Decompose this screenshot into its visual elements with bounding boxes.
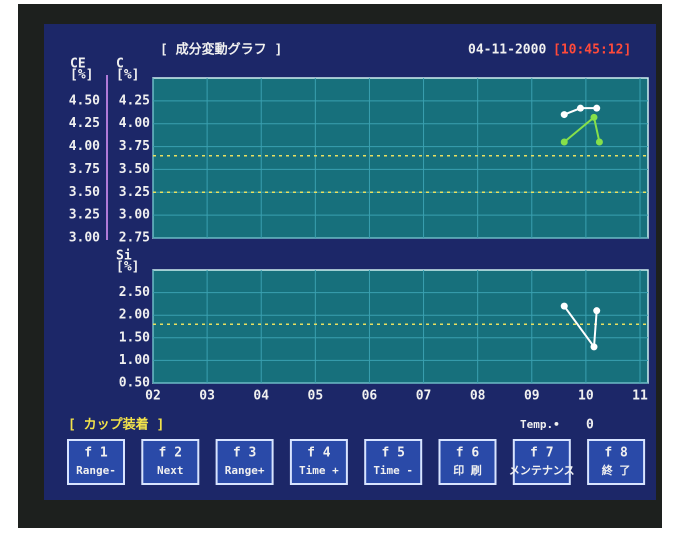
key-number: f 6 — [456, 446, 480, 461]
y-tick-label: 3.50 — [119, 162, 150, 177]
function-key[interactable]: f 1 Range- — [67, 439, 125, 485]
x-tick-label: 02 — [145, 389, 161, 404]
y-tick-label: 3.00 — [119, 208, 150, 223]
data-point — [560, 111, 568, 119]
date: 04-11-2000 — [468, 43, 546, 58]
key-number: f 5 — [381, 446, 404, 461]
key-frame[interactable] — [587, 439, 646, 485]
y-tick-label: 2.00 — [119, 308, 150, 323]
key-label: Time - — [373, 464, 413, 477]
temp-label: Temp.• — [520, 418, 560, 431]
key-number: f 1 — [84, 446, 108, 461]
y-tick-label: 0.50 — [119, 376, 150, 391]
plot-area — [152, 77, 649, 239]
y-tick-label: 4.25 — [119, 93, 150, 108]
y2-tick-label: 4.00 — [69, 139, 100, 154]
y-axis-unit: [%] — [116, 68, 139, 83]
data-point — [560, 302, 568, 310]
key-frame[interactable] — [215, 439, 274, 485]
data-point — [590, 343, 598, 351]
key-frame[interactable] — [141, 439, 200, 485]
x-tick-label: 03 — [199, 389, 215, 404]
key-number: f 3 — [233, 446, 256, 461]
x-tick-label: 09 — [524, 389, 540, 404]
function-key[interactable]: f 6 印 刷 — [438, 439, 497, 485]
data-point — [576, 104, 584, 112]
x-tick-label: 10 — [578, 389, 594, 404]
key-label: Time + — [299, 464, 339, 477]
data-point — [593, 307, 601, 315]
function-key[interactable]: f 5 Time - — [364, 439, 423, 485]
y2-axis-label: CE — [70, 57, 86, 72]
key-label: Next — [157, 464, 184, 477]
data-point — [595, 138, 603, 146]
function-key[interactable]: f 4 Time + — [289, 439, 348, 485]
y-tick-label: 2.75 — [119, 231, 150, 246]
time: [10:45:12] — [553, 43, 631, 58]
y2-tick-label: 3.50 — [69, 185, 100, 200]
key-frame[interactable] — [67, 439, 125, 485]
key-label: Range+ — [225, 464, 265, 477]
status-label: [ カップ装着 ] — [68, 417, 164, 433]
x-tick-label: 05 — [308, 389, 324, 404]
screen-title: [ 成分変動グラフ ] — [160, 42, 282, 58]
key-number: f 4 — [307, 446, 331, 461]
x-tick-label: 06 — [362, 389, 378, 404]
key-frame[interactable] — [289, 439, 348, 485]
key-label: 印 刷 — [453, 464, 482, 477]
y-tick-label: 1.00 — [119, 353, 150, 368]
x-tick-label: 08 — [470, 389, 486, 404]
function-key[interactable]: f 3 Range+ — [215, 439, 274, 485]
key-label: Range- — [76, 464, 116, 477]
y-tick-label: 3.25 — [119, 185, 150, 200]
key-frame[interactable] — [364, 439, 423, 485]
function-key[interactable]: f 7 メンテナンス — [509, 439, 575, 485]
function-key[interactable]: f 2 Next — [141, 439, 200, 485]
y-axis-unit: [%] — [116, 260, 139, 275]
x-tick-label: 11 — [632, 389, 648, 404]
function-key[interactable]: f 8 終 了 — [587, 439, 646, 485]
key-label: 終 了 — [602, 463, 631, 477]
key-label: メンテナンス — [509, 464, 575, 477]
y2-axis-unit: [%] — [70, 68, 93, 83]
y-tick-label: 3.75 — [119, 139, 150, 154]
y-tick-label: 4.00 — [119, 116, 150, 131]
y-axis-label: C — [116, 57, 124, 72]
x-tick-label: 07 — [416, 389, 432, 404]
y-tick-label: 2.50 — [119, 285, 150, 300]
x-tick-label: 04 — [253, 389, 269, 404]
key-frame[interactable] — [512, 439, 571, 485]
y-axis-label: Si — [116, 249, 132, 264]
data-point — [560, 138, 568, 146]
key-number: f 2 — [159, 446, 182, 461]
y2-tick-label: 4.50 — [69, 93, 100, 108]
y2-tick-label: 3.25 — [69, 208, 100, 223]
key-number: f 7 — [530, 446, 553, 461]
key-frame[interactable] — [438, 439, 497, 485]
y-tick-label: 1.50 — [119, 330, 150, 345]
data-point — [590, 113, 598, 121]
temp-value: 0 — [586, 418, 594, 433]
key-number: f 8 — [604, 446, 628, 461]
y2-tick-label: 4.25 — [69, 116, 100, 131]
plot-area — [152, 269, 649, 384]
y2-tick-label: 3.00 — [69, 231, 100, 246]
y2-tick-label: 3.75 — [69, 162, 100, 177]
data-point — [593, 104, 601, 112]
